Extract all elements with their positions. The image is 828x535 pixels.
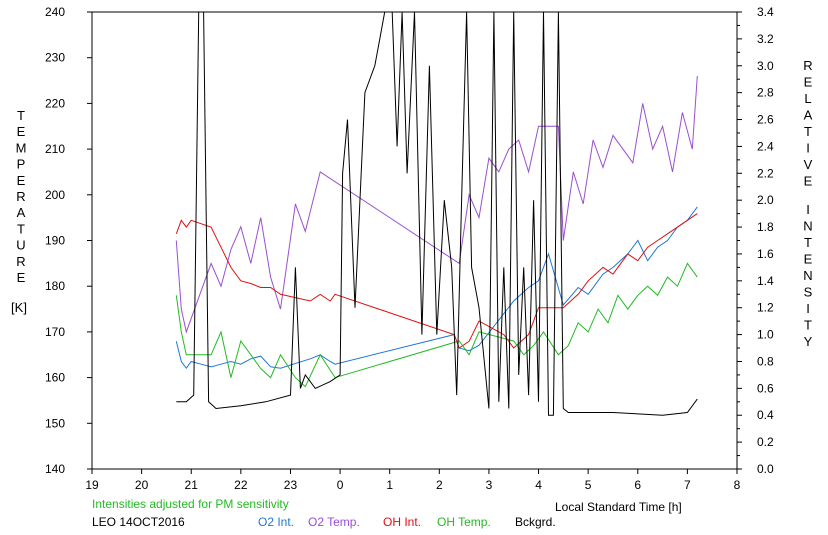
y-left-title-letter: A	[17, 205, 26, 220]
y-right-title-letter: I	[806, 202, 810, 217]
y-right-title-letter: E	[804, 174, 813, 189]
y-left-title-letter: P	[17, 157, 26, 172]
y-right-title-letter: I	[806, 141, 810, 156]
y-right-tick-label: 2.0	[757, 193, 774, 207]
y-right-tick-label: 1.8	[757, 220, 774, 234]
x-axis-label: Local Standard Time [h]	[555, 500, 682, 514]
plot-area	[175, 12, 698, 416]
y-right-tick-label: 3.2	[757, 32, 774, 46]
y-right-tick-label: 1.4	[757, 274, 774, 288]
y-right-tick-label: 0.4	[757, 408, 774, 422]
y-right-title-letter: T	[804, 124, 812, 139]
y-left-tick-label: 220	[45, 96, 65, 110]
y-right-tick-label: 2.2	[757, 166, 774, 180]
x-tick-label: 4	[535, 478, 542, 492]
y-right-title-letter: L	[804, 91, 811, 106]
y-left-tick-label: 240	[45, 5, 65, 19]
series-o2-temp	[175, 75, 698, 334]
y-right-tick-label: 3.0	[757, 59, 774, 73]
station-label: LEO 14OCT2016	[92, 515, 185, 529]
y-right-title-letter: A	[804, 108, 813, 123]
x-tick-label: 6	[634, 478, 641, 492]
y-right-title-letter: T	[804, 235, 812, 250]
y-right-title-letter: V	[804, 157, 813, 172]
y-left-tick-label: 170	[45, 325, 65, 339]
x-tick-label: 8	[734, 478, 741, 492]
series-bckgrd	[176, 12, 698, 416]
x-tick-label: 1	[386, 478, 393, 492]
y-right-title-letter: I	[806, 301, 810, 316]
y-right-tick-label: 2.8	[757, 86, 774, 100]
y-left-title-letter: E	[17, 270, 26, 285]
y-left-tick-label: 140	[45, 462, 65, 476]
x-tick-label: 5	[585, 478, 592, 492]
y-left-tick-label: 230	[45, 51, 65, 65]
y-left-tick-label: 160	[45, 371, 65, 385]
adjusted-note: Intensities adjusted for PM sensitivity	[92, 497, 289, 511]
y-right-title-letter: N	[803, 219, 812, 234]
legend-oh-temp: OH Temp.	[437, 515, 491, 529]
y-left-tick-label: 150	[45, 416, 65, 430]
y-right-tick-label: 2.4	[757, 139, 774, 153]
y-right-tick-label: 0.6	[757, 381, 774, 395]
series-oh-int	[175, 213, 698, 349]
y-right-tick-label: 1.2	[757, 301, 774, 315]
y-left-tick-label: 210	[45, 142, 65, 156]
y-right-tick-label: 0.0	[757, 462, 774, 476]
x-tick-label: 7	[684, 478, 691, 492]
y-right-tick-label: 1.6	[757, 247, 774, 261]
x-tick-label: 23	[284, 478, 298, 492]
y-right-title-letter: N	[803, 268, 812, 283]
legend-o2-temp: O2 Temp.	[308, 515, 360, 529]
y-right-title-letter: Y	[804, 334, 813, 349]
legend-oh-int: OH Int.	[383, 515, 422, 529]
y-left-title-letter: M	[16, 140, 27, 155]
legend-bckgrd: Bckgrd.	[515, 515, 556, 529]
y-left-title-letter: R	[16, 189, 25, 204]
x-tick-label: 2	[436, 478, 443, 492]
y-right-title-letter: R	[803, 58, 812, 73]
series-o2-int	[175, 206, 698, 370]
y-left-title-letter: R	[16, 254, 25, 269]
y-left-tick-label: 200	[45, 188, 65, 202]
y-right-tick-label: 1.0	[757, 328, 774, 342]
y-left-title-letter: E	[17, 124, 26, 139]
y-left-unit: [K]	[11, 300, 27, 315]
x-tick-label: 19	[85, 478, 99, 492]
y-right-title-letter: S	[804, 285, 813, 300]
x-tick-label: 3	[486, 478, 493, 492]
y-right-tick-label: 2.6	[757, 113, 774, 127]
y-left-title-letter: T	[17, 221, 25, 236]
y-left-tick-label: 190	[45, 234, 65, 248]
x-tick-label: 0	[337, 478, 344, 492]
y-right-title-letter: T	[804, 318, 812, 333]
x-tick-label: 22	[234, 478, 248, 492]
series-oh-temp	[175, 262, 698, 388]
y-right-tick-label: 3.4	[757, 5, 774, 19]
y-left-title-letter: T	[17, 108, 25, 123]
y-left-tick-label: 180	[45, 279, 65, 293]
y-left-title-letter: U	[16, 238, 25, 253]
y-left-title-letter: E	[17, 173, 26, 188]
legend-o2-int: O2 Int.	[258, 515, 295, 529]
y-right-tick-label: 0.2	[757, 435, 774, 449]
y-right-tick-label: 0.8	[757, 354, 774, 368]
y-right-title-letter: E	[804, 75, 813, 90]
x-tick-label: 20	[135, 478, 149, 492]
y-right-title-letter: E	[804, 252, 813, 267]
x-tick-label: 21	[185, 478, 199, 492]
